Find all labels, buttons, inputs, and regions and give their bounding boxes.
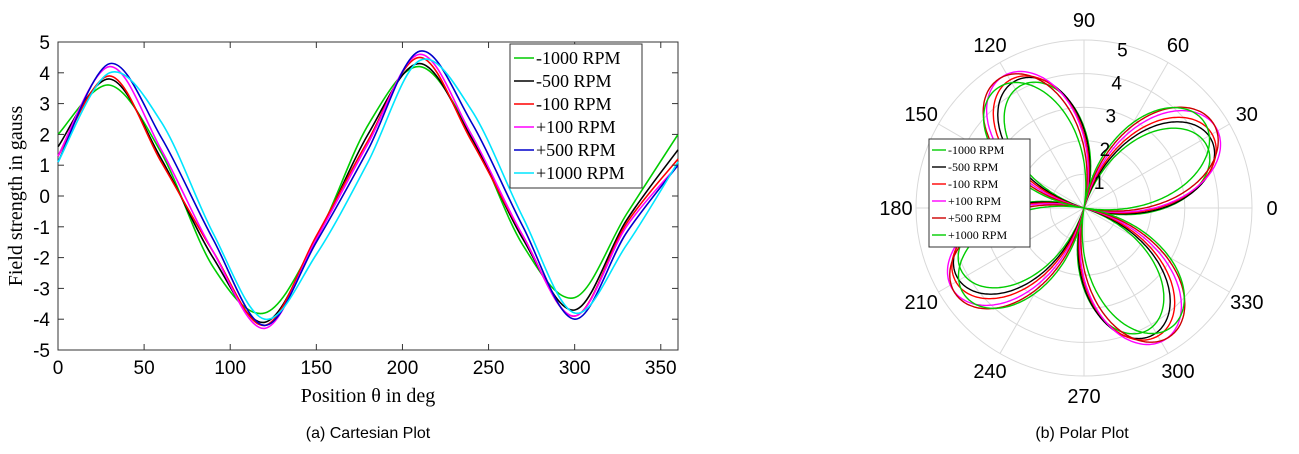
polar-angle-label: 240 — [973, 361, 1006, 383]
polar-angle-label: 150 — [904, 104, 937, 126]
cartesian-y-tick-label: 1 — [39, 156, 50, 177]
cartesian-legend-label-1: -500 RPM — [536, 71, 612, 91]
polar-caption: (b) Polar Plot — [1035, 425, 1129, 442]
cartesian-x-tick-label: 300 — [559, 358, 591, 379]
polar-radial-label: 5 — [1117, 41, 1128, 62]
cartesian-y-tick-label: -5 — [33, 341, 50, 362]
polar-legend: -1000 RPM -500 RPM -100 RPM +100 RPM +500 RP… — [928, 138, 1031, 248]
cartesian-series-lines — [57, 50, 679, 330]
cartesian-x-tick-label: 200 — [387, 358, 419, 379]
polar-radial-label: 4 — [1111, 74, 1122, 95]
cartesian-series-line-1 — [57, 62, 679, 324]
cartesian-y-label: Field strength in gauss — [5, 106, 27, 287]
polar-grid-spoke — [999, 62, 1085, 209]
polar-angle-label: 270 — [1067, 386, 1100, 408]
polar-legend-label-5: +1000 RPM — [948, 228, 1007, 242]
cartesian-series-line-4 — [57, 50, 679, 327]
cartesian-y-tick-label: -3 — [33, 279, 50, 300]
polar-grid-spoke — [938, 207, 1085, 293]
cartesian-legend-label-2: -100 RPM — [536, 94, 612, 114]
polar-legend-label-3: +100 RPM — [948, 194, 1001, 208]
cartesian-y-tick-label: -1 — [33, 218, 50, 239]
polar-angle-label: 60 — [1167, 35, 1189, 57]
polar-angle-label: 0 — [1266, 198, 1277, 220]
polar-legend-label-2: -100 RPM — [948, 177, 999, 191]
polar-angle-label: 210 — [904, 292, 937, 314]
polar-legend-box — [928, 138, 1031, 248]
polar-series-line-5 — [957, 81, 1211, 335]
cartesian-legend-label-4: +500 RPM — [536, 140, 616, 160]
polar-angle-label: 300 — [1161, 361, 1194, 383]
cartesian-x-tick-label: 50 — [134, 358, 155, 379]
cartesian-y-tick-label: 3 — [39, 95, 50, 116]
cartesian-x-tick-label: 250 — [473, 358, 505, 379]
cartesian-series-line-0 — [57, 65, 679, 315]
cartesian-x-label: Position θ in deg — [301, 385, 436, 407]
cartesian-y-tick-label: 2 — [39, 125, 50, 146]
polar-legend-label-0: -1000 RPM — [948, 143, 1005, 157]
cartesian-y-tick-label: -4 — [33, 310, 50, 331]
cartesian-legend-label-3: +100 RPM — [536, 117, 616, 137]
cartesian-y-tick-label: 0 — [39, 187, 50, 208]
polar-legend-label-4: +500 RPM — [948, 211, 1001, 225]
cartesian-x-ticks: 0 50 100 150 200 250 300 350 — [53, 42, 677, 379]
cartesian-caption: (a) Cartesian Plot — [306, 425, 431, 442]
cartesian-x-tick-label: 100 — [214, 358, 246, 379]
cartesian-legend: -1000 RPM -500 RPM -100 RPM +100 RPM +500 RP… — [509, 43, 643, 189]
polar-angle-label: 120 — [973, 35, 1006, 57]
polar-angle-label: 330 — [1230, 292, 1263, 314]
polar-chart: 0 30 60 90 120 150 180 210 240 270 300 330 1 2 3 4 5 -10… — [879, 10, 1277, 442]
cartesian-x-tick-label: 0 — [53, 358, 64, 379]
cartesian-legend-box — [509, 43, 643, 189]
cartesian-x-tick-label: 150 — [300, 358, 332, 379]
polar-angle-label: 180 — [879, 198, 912, 220]
cartesian-y-tick-label: 5 — [39, 33, 50, 54]
cartesian-y-ticks: 5 4 3 2 1 0 -1 -2 -3 -4 -5 — [33, 33, 678, 362]
polar-tick-labels: 0 30 60 90 120 150 180 210 240 270 300 330 1 2 3 4 5 — [879, 10, 1277, 408]
cartesian-y-tick-label: -2 — [33, 249, 50, 270]
cartesian-series-line-5 — [57, 58, 679, 321]
cartesian-chart: 0 50 100 150 200 250 300 350 5 4 3 2 1 0 -1 -2 -3 -4 -5 P… — [5, 33, 679, 442]
polar-angle-label: 30 — [1236, 104, 1258, 126]
polar-grid-spoke — [1083, 123, 1230, 209]
cartesian-legend-label-0: -1000 RPM — [536, 48, 621, 68]
cartesian-y-tick-label: 4 — [39, 64, 50, 85]
polar-radial-label: 2 — [1100, 140, 1111, 161]
cartesian-x-tick-label: 350 — [645, 358, 677, 379]
cartesian-legend-label-5: +1000 RPM — [536, 163, 625, 183]
polar-legend-label-1: -500 RPM — [948, 160, 999, 174]
cartesian-series-line-3 — [57, 53, 679, 330]
polar-grid-spoke — [1083, 207, 1169, 354]
polar-radial-label: 3 — [1106, 107, 1117, 128]
polar-radial-label: 1 — [1094, 173, 1105, 194]
polar-angle-label: 90 — [1073, 10, 1095, 32]
